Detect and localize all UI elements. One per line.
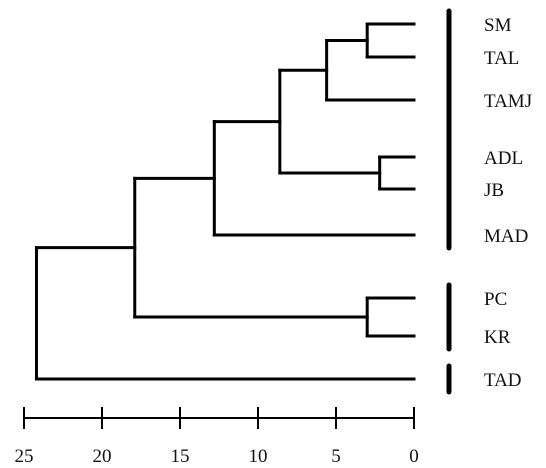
axis-tick-label: 0 bbox=[409, 446, 419, 467]
leaf-label: TAD bbox=[484, 370, 522, 391]
axis-tick-label: 10 bbox=[249, 446, 268, 467]
leaf-label: ADL bbox=[484, 148, 523, 169]
leaf-label: TAL bbox=[484, 48, 519, 69]
axis-tick-label: 15 bbox=[171, 446, 190, 467]
leaf-label: JB bbox=[484, 180, 504, 201]
distance-axis: 25 20 15 10 5 0 bbox=[15, 407, 419, 467]
axis-tick-label: 5 bbox=[331, 446, 341, 467]
axis-tick-label: 25 bbox=[15, 446, 34, 467]
leaf-label: KR bbox=[484, 327, 511, 348]
dendrogram-links bbox=[34, 22, 416, 381]
leaf-labels: SM TAL TAMJ ADL JB MAD PC KR TAD bbox=[484, 15, 532, 391]
leaf-label: MAD bbox=[484, 226, 528, 247]
leaf-label: PC bbox=[484, 289, 507, 310]
leaf-label: TAMJ bbox=[484, 91, 532, 112]
axis-tick-label: 20 bbox=[93, 446, 112, 467]
leaf-label: SM bbox=[484, 15, 512, 36]
